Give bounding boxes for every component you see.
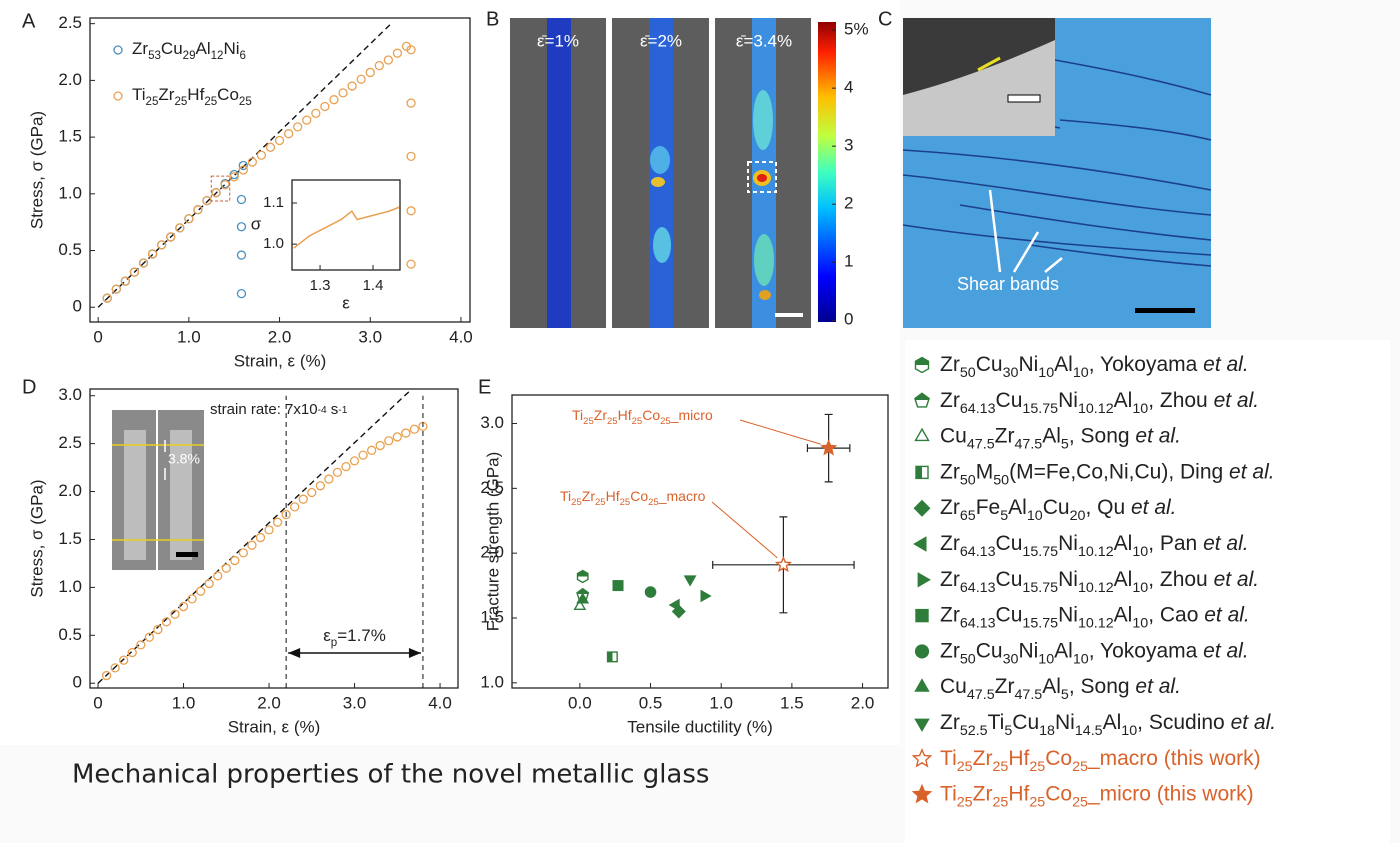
panel-label: A — [22, 10, 36, 32]
colorbar-tick-label: 5% — [844, 20, 869, 39]
x-tick-label: 1.5 — [780, 693, 804, 712]
inset-y-label: σ — [251, 214, 262, 233]
y-tick-label: 1.0 — [480, 672, 504, 691]
x-tick-label: 1.4 — [363, 277, 384, 294]
x-tick-label: 2.0 — [268, 327, 292, 346]
panel-label: B — [486, 8, 499, 30]
y-tick-label: 2.5 — [58, 433, 82, 452]
colorbar-tick-label: 0 — [844, 310, 853, 329]
y-tick-label: 1.0 — [263, 235, 284, 252]
y-tick-label: 2.0 — [58, 70, 82, 89]
figure: Mechanical properties of the novel metal… — [0, 0, 1400, 843]
x-tick-label: 2.0 — [851, 693, 875, 712]
x-tick-label: 2.0 — [257, 693, 281, 712]
y-tick-label: 0.5 — [58, 240, 82, 259]
marker — [916, 466, 928, 478]
strain-maps — [510, 18, 836, 328]
y-tick-label: 3.0 — [58, 385, 82, 404]
inset-bg — [292, 180, 400, 270]
x-axis-label: Strain, ε (%) — [228, 717, 321, 736]
y-tick-label: 1.0 — [58, 577, 82, 596]
colorbar-tick-label: 2 — [844, 194, 853, 213]
marker — [916, 610, 928, 622]
annotation: Shear bands — [957, 274, 1059, 294]
y-tick-label: 0.5 — [58, 625, 82, 644]
colorbar-tick-label: 4 — [844, 78, 853, 97]
y-axis-label: Fracture strength (GPa) — [483, 452, 502, 632]
y-tick-label: 0 — [73, 297, 82, 316]
image-label: ε̄=3.4% — [736, 31, 792, 50]
marker — [578, 571, 588, 583]
caption: Mechanical properties of the novel metal… — [72, 760, 709, 790]
inset-x-label: ε — [342, 293, 350, 312]
sample-image — [112, 410, 204, 570]
x-axis-label: Strain, ε (%) — [234, 351, 327, 370]
panel-label: E — [478, 376, 491, 398]
y-tick-label: 3.0 — [480, 413, 504, 432]
marker — [916, 645, 929, 658]
x-tick-label: 4.0 — [428, 693, 452, 712]
annotation: strain rate: 7x10-4 s-1 — [210, 401, 348, 418]
y-tick-label: 1.0 — [58, 183, 82, 202]
marker — [916, 358, 929, 373]
x-tick-label: 3.0 — [358, 327, 382, 346]
marker — [645, 587, 655, 597]
image-label: ε̄=1% — [537, 31, 579, 50]
y-tick-label: 1.5 — [58, 127, 82, 146]
y-tick-label: 1.5 — [58, 529, 82, 548]
x-tick-label: 0.0 — [568, 693, 592, 712]
image-label: ε̄=2% — [640, 31, 682, 50]
x-tick-label: 1.0 — [177, 327, 201, 346]
y-axis-label: Stress, σ (GPa) — [27, 479, 46, 597]
y-tick-label: 1.1 — [263, 194, 284, 211]
colorbar-tick-label: 3 — [844, 136, 853, 155]
colorbar-tick-label: 1 — [844, 252, 853, 271]
x-axis-label: Tensile ductility (%) — [627, 717, 773, 736]
x-tick-label: 0 — [93, 693, 102, 712]
y-tick-label: 2.0 — [58, 481, 82, 500]
x-tick-label: 1.0 — [709, 693, 733, 712]
panel-label: C — [878, 8, 892, 30]
marker — [613, 581, 623, 591]
marker — [608, 652, 618, 662]
y-tick-label: 0 — [73, 673, 82, 692]
x-tick-label: 1.0 — [172, 693, 196, 712]
y-axis-label: Stress, σ (GPa) — [27, 111, 46, 229]
x-tick-label: 3.0 — [343, 693, 367, 712]
x-tick-label: 0.5 — [639, 693, 663, 712]
y-tick-label: 2.5 — [58, 13, 82, 32]
x-tick-label: 0 — [93, 327, 102, 346]
x-tick-label: 1.3 — [310, 277, 331, 294]
panel-label: D — [22, 376, 36, 398]
annotation: 3.8% — [168, 451, 200, 467]
x-tick-label: 4.0 — [449, 327, 473, 346]
